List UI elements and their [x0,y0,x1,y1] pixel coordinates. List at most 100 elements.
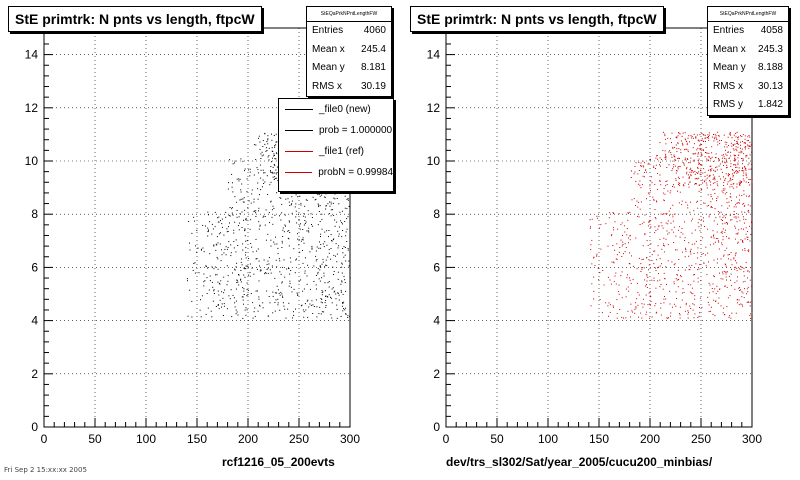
scatter-point [724,188,726,190]
scatter-point [207,227,209,229]
scatter-point [263,183,265,184]
scatter-point [215,243,217,245]
scatter-point [678,178,680,179]
scatter-point [724,141,726,143]
scatter-point [736,186,738,188]
scatter-point [258,221,260,223]
scatter-point [266,269,268,270]
scatter-point [685,201,687,203]
scatter-point [217,258,219,260]
scatter-point [213,290,215,292]
scatter-point [311,224,312,225]
scatter-point [695,183,696,184]
scatter-point [751,163,753,165]
scatter-point [252,251,254,253]
scatter-point [316,306,318,308]
scatter-point [678,132,680,134]
scatter-point [713,235,714,237]
scatter-point [315,260,317,262]
scatter-point [745,266,747,268]
scatter-point [659,286,661,288]
scatter-point [207,307,209,309]
scatter-point [322,258,324,260]
scatter-point [722,220,723,221]
scatter-point [645,169,646,171]
scatter-point [653,263,655,265]
scatter-point [318,206,320,208]
scatter-point [742,175,744,177]
scatter-point [590,226,591,228]
scatter-point [683,163,685,165]
scatter-point [279,294,281,296]
scatter-point [247,266,249,268]
scatter-point [742,168,743,170]
scatter-point [733,149,735,151]
scatter-point [278,258,280,260]
scatter-point [739,287,741,288]
scatter-point [202,224,204,226]
scatter-point [707,296,709,298]
scatter-point [689,169,691,170]
scatter-point [690,175,692,177]
scatter-point [748,211,750,213]
scatter-point [319,205,321,207]
scatter-point [226,265,228,267]
scatter-point [708,261,709,263]
scatter-point [635,237,637,239]
right-y-tick-label: 6 [433,260,440,274]
scatter-point [733,183,735,185]
scatter-point [692,309,694,311]
scatter-point [343,256,345,258]
scatter-point [265,239,267,241]
scatter-point [701,133,703,134]
scatter-point [250,293,252,294]
scatter-point [326,265,328,266]
scatter-point [747,239,749,240]
scatter-point [699,148,701,150]
scatter-point [295,194,297,196]
scatter-point [265,272,267,274]
scatter-point [338,235,340,237]
scatter-point [347,248,349,250]
scatter-point [345,290,347,292]
scatter-point [297,295,299,296]
scatter-point [751,221,752,223]
scatter-point [644,233,646,235]
scatter-point [288,302,290,304]
scatter-point [723,190,725,191]
scatter-point [236,311,238,313]
scatter-point [593,290,595,292]
scatter-point [749,141,751,143]
left-legend: _file0 (new) prob = 1.000000 _file1 (ref) p… [278,98,394,192]
scatter-point [260,158,262,159]
right-y-tick-label: 4 [433,314,440,328]
scatter-point [276,243,278,245]
scatter-point [664,278,666,280]
scatter-point [247,294,249,295]
scatter-point [654,209,656,210]
scatter-point [682,233,684,235]
scatter-point [609,304,611,306]
scatter-point [697,153,699,155]
scatter-point [192,269,194,271]
scatter-point [271,265,273,267]
scatter-point [209,280,211,282]
scatter-point [678,202,680,204]
scatter-point [735,233,737,235]
scatter-point [697,166,699,168]
scatter-point [745,174,747,176]
scatter-point [700,164,701,166]
legend-entry: _file0 (new) [279,99,393,120]
scatter-point [691,243,693,245]
scatter-point [262,154,264,156]
scatter-point [258,137,259,139]
scatter-point [679,226,681,228]
scatter-point [716,183,718,185]
scatter-point [303,213,305,215]
scatter-point [691,264,693,266]
scatter-point [284,214,286,216]
scatter-point [616,317,618,319]
scatter-point [231,186,233,188]
scatter-point [613,229,615,231]
scatter-point [750,144,752,146]
